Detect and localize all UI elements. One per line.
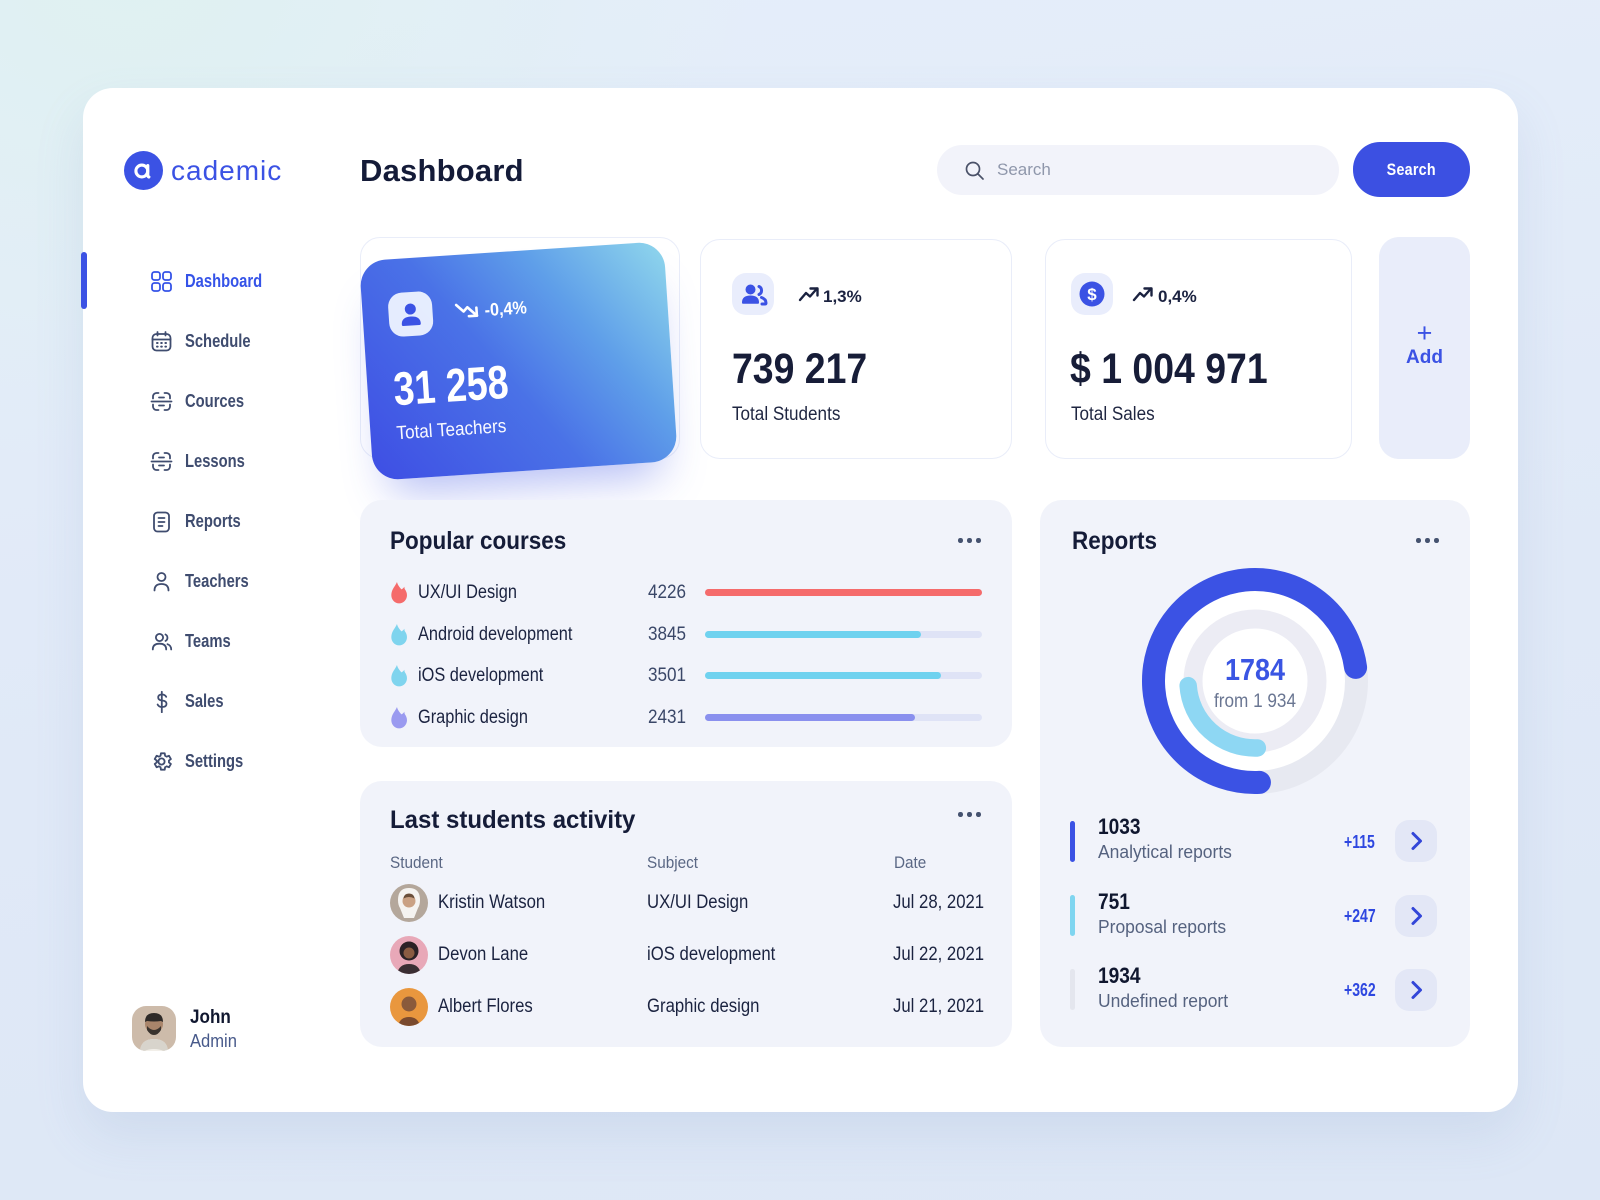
svg-text:1784: 1784: [1225, 652, 1286, 687]
svg-text:from 1 934: from 1 934: [1214, 691, 1296, 712]
svg-text:$: $: [1087, 285, 1097, 304]
